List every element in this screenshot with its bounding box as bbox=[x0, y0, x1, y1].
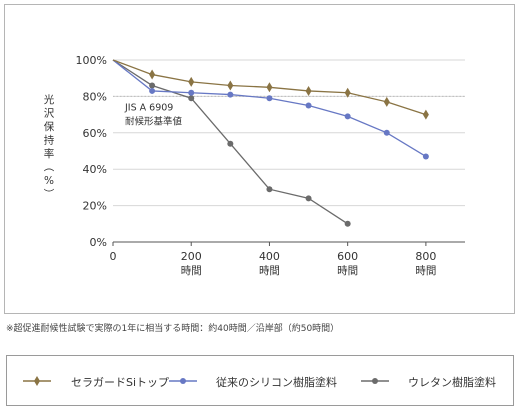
y-axis-title-char-1: 沢 bbox=[44, 107, 55, 120]
x-tick-label-2: 400 bbox=[259, 250, 280, 263]
chart-frame: 0% 20% 40% 60% 80% 100% JIS A 6909 耐候形基準値 0 200 時間… bbox=[4, 4, 515, 314]
x-tick-unit-2: 時間 bbox=[259, 265, 280, 277]
chart-legend: セラガードSiトップ 従来のシリコン樹脂塗料 ウレタン樹脂塗料 bbox=[6, 355, 514, 406]
reference-label-line1: JIS A 6909 bbox=[124, 102, 173, 113]
x-tick-unit-1: 時間 bbox=[181, 265, 202, 277]
series-1-point-6 bbox=[344, 87, 351, 98]
series-1-point-4 bbox=[266, 82, 273, 93]
legend-markers bbox=[23, 376, 389, 386]
x-tick-label-3: 600 bbox=[337, 250, 358, 263]
reference-label-line2: 耐候形基準値 bbox=[125, 115, 183, 127]
y-axis-title-char-4: 率 bbox=[44, 147, 55, 160]
series-3-point-2 bbox=[188, 95, 195, 102]
series-1-point-2 bbox=[188, 76, 195, 87]
legend-marker-3 bbox=[372, 378, 378, 384]
series-2-point-8 bbox=[422, 153, 429, 160]
series-1-point-7 bbox=[383, 96, 390, 107]
series-2-point-3 bbox=[227, 91, 234, 98]
series-3-point-5 bbox=[305, 195, 312, 202]
y-tick-label-3: 60% bbox=[83, 127, 107, 140]
series-2-point-5 bbox=[305, 102, 312, 109]
series-1-point-3 bbox=[227, 80, 234, 91]
y-tick-label-1: 20% bbox=[83, 200, 107, 213]
line-chart: 0% 20% 40% 60% 80% 100% JIS A 6909 耐候形基準値 0 200 時間… bbox=[42, 54, 465, 277]
legend-label-series-3: ウレタン樹脂塗料 bbox=[408, 376, 496, 389]
legend-marker-1 bbox=[34, 376, 40, 386]
x-tick-label-4: 800 bbox=[415, 250, 436, 263]
y-tick-label-0: 0% bbox=[90, 236, 107, 249]
series-2-point-4 bbox=[266, 95, 273, 102]
y-axis-title-char-5: （ bbox=[42, 161, 54, 172]
x-tick-label-0: 0 bbox=[110, 250, 117, 263]
series-3-point-4 bbox=[266, 186, 273, 193]
legend-marker-2 bbox=[180, 378, 186, 384]
legend-label-series-2: 従来のシリコン樹脂塗料 bbox=[216, 376, 337, 389]
x-tick-label-1: 200 bbox=[181, 250, 202, 263]
series-1-point-8 bbox=[422, 109, 429, 120]
y-axis-title-char-6: % bbox=[44, 175, 54, 187]
series-2-point-2 bbox=[188, 89, 195, 96]
series-3-point-3 bbox=[227, 140, 234, 147]
legend-label-series-1: セラガードSiトップ bbox=[71, 376, 170, 389]
y-tick-label-2: 40% bbox=[83, 163, 107, 176]
y-axis-title-char-3: 持 bbox=[44, 134, 55, 147]
x-tick-unit-3: 時間 bbox=[337, 265, 358, 277]
y-tick-label-4: 80% bbox=[83, 90, 107, 103]
series-2-point-7 bbox=[383, 129, 390, 136]
x-tick-unit-4: 時間 bbox=[415, 265, 436, 277]
footnote: ※超促進耐候性試験で実際の1年に相当する時間：約40時間／沿岸部（約50時間） bbox=[6, 324, 340, 334]
series-2-point-6 bbox=[344, 113, 351, 120]
series-1-point-1 bbox=[149, 69, 156, 80]
series-2-point-1 bbox=[149, 87, 156, 94]
y-tick-label-5: 100% bbox=[76, 54, 107, 67]
y-axis-title-char-7: ） bbox=[42, 188, 54, 199]
y-axis-title-char-2: 保 bbox=[44, 120, 55, 133]
series-1-point-5 bbox=[305, 85, 312, 96]
series-3-point-6 bbox=[344, 220, 351, 227]
series-3-point-1 bbox=[149, 82, 156, 89]
y-axis-title-char-0: 光 bbox=[44, 93, 55, 106]
